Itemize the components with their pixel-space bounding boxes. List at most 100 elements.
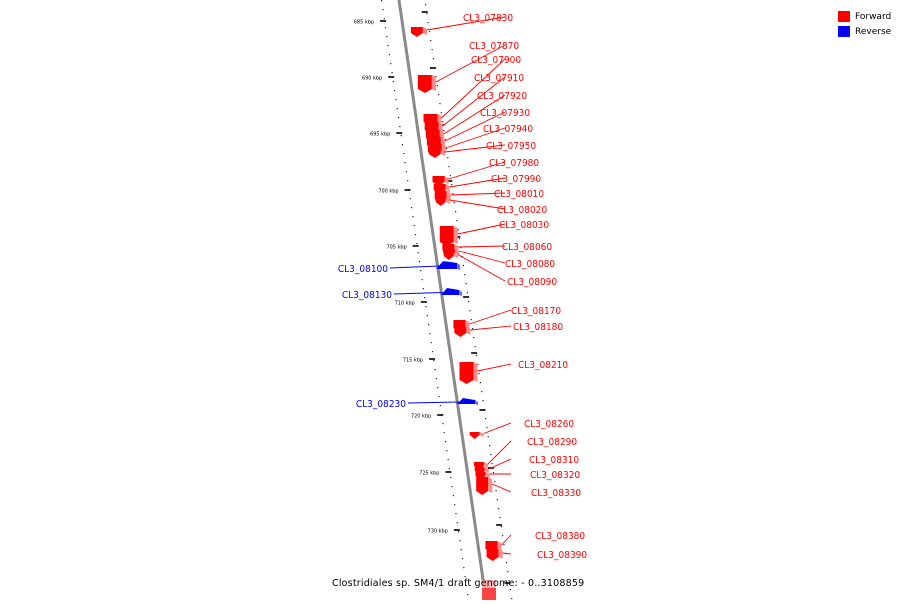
label-leader	[393, 292, 444, 295]
forward-gene[interactable]	[439, 226, 458, 246]
gene-label[interactable]: CL3_08230	[356, 399, 406, 410]
gene-label[interactable]: CL3_08210	[518, 360, 568, 371]
gene-label[interactable]: CL3_07900	[471, 55, 521, 66]
gene-arrow[interactable]	[443, 253, 454, 260]
guide-dot-right	[485, 418, 487, 420]
forward-gene[interactable]	[410, 27, 427, 37]
gene-label[interactable]: CL3_08260	[524, 419, 574, 430]
gene-arrow[interactable]	[454, 327, 467, 337]
reverse-gene[interactable]	[436, 261, 461, 270]
scale-tick-label: 695 kbp	[370, 132, 390, 138]
reverse-gene[interactable]	[457, 398, 478, 405]
forward-gene[interactable]	[428, 150, 445, 158]
guide-dot-right	[453, 202, 455, 204]
label-leader	[458, 245, 506, 248]
guide-dot-right	[449, 175, 451, 177]
guide-dot-right	[471, 328, 474, 330]
guide-dot-right	[458, 238, 461, 240]
gene-label[interactable]: CL3_08320	[530, 470, 580, 481]
guide-dot-right	[441, 121, 444, 123]
gene-arrow[interactable]	[435, 198, 446, 206]
gene-label[interactable]: CL3_08170	[511, 306, 561, 317]
gene-arrow[interactable]	[428, 150, 441, 158]
gene-arrow[interactable]	[439, 226, 454, 246]
reverse-swatch	[838, 26, 850, 37]
guide-dot-right	[445, 148, 448, 150]
scale-tick-label: 710 kbp	[395, 301, 415, 307]
gene-arrow[interactable]	[441, 288, 460, 295]
gene-label[interactable]: CL3_08290	[527, 437, 577, 448]
guide-dot-right	[460, 247, 462, 249]
guide-dot-right	[438, 94, 440, 96]
guide-dot-right	[443, 130, 445, 132]
gene-arrow[interactable]	[436, 261, 458, 269]
forward-gene[interactable]	[459, 362, 478, 384]
forward-gene[interactable]	[476, 477, 493, 495]
forward-gene[interactable]	[432, 176, 449, 186]
gene-label[interactable]: CL3_08310	[529, 455, 579, 466]
gene-label[interactable]: CL3_07950	[486, 141, 536, 152]
gene-shade	[455, 249, 460, 255]
scale-tick-label: 725 kbp	[419, 471, 439, 477]
gene-label[interactable]: CL3_07940	[483, 124, 533, 135]
guide-dot-right	[452, 193, 454, 195]
guide-dot-left	[444, 441, 447, 443]
gene-label[interactable]: CL3_08180	[513, 322, 563, 333]
tick-marks: 685 kbp 690 kbp 695 kbp 700 kbp 705 kbp 710 k…	[354, 11, 511, 584]
forward-gene[interactable]	[486, 549, 503, 561]
forward-gene[interactable]	[443, 253, 458, 260]
gene-arrow[interactable]	[469, 432, 480, 439]
guide-dot-right	[456, 220, 458, 222]
guide-dot-right	[486, 427, 488, 429]
forward-gene[interactable]	[435, 198, 450, 206]
gene-label[interactable]: CL3_08390	[537, 550, 587, 561]
guide-dot-left	[443, 432, 445, 434]
gene-label[interactable]: CL3_07930	[480, 108, 530, 119]
gene-label[interactable]: CL3_07920	[477, 91, 527, 102]
guide-dot-left	[442, 423, 444, 425]
forward-swatch	[838, 11, 850, 22]
gene-label[interactable]: CL3_07870	[469, 41, 519, 52]
gene-arrow[interactable]	[486, 549, 499, 561]
guide-dot-right	[427, 22, 429, 24]
gene-label[interactable]: CL3_07830	[463, 13, 513, 24]
forward-gene[interactable]	[454, 327, 471, 337]
gene-label[interactable]: CL3_08010	[494, 189, 544, 200]
guide-dot-left	[405, 171, 407, 173]
gene-arrow[interactable]	[432, 176, 445, 186]
gene-arrow[interactable]	[459, 362, 474, 384]
guide-dot-right	[469, 310, 471, 312]
forward-gene[interactable]	[417, 75, 436, 93]
gene-shade	[498, 549, 503, 559]
guide-dot-right	[511, 598, 513, 600]
gene-label[interactable]: CL3_08030	[499, 220, 549, 231]
gene-label[interactable]: CL3_08330	[531, 488, 581, 499]
gene-label[interactable]: CL3_08080	[505, 259, 555, 270]
gene-label[interactable]: CL3_08100	[338, 264, 388, 275]
gene-arrow[interactable]	[476, 477, 489, 495]
gene-label[interactable]: CL3_07980	[489, 158, 539, 169]
gene-label[interactable]: CL3_08020	[497, 205, 547, 216]
gene-shade	[459, 290, 463, 296]
guide-dot-right	[508, 580, 510, 582]
gene-label[interactable]: CL3_08130	[342, 290, 392, 301]
gene-label[interactable]: CL3_07910	[474, 73, 524, 84]
label-leader	[458, 250, 506, 264]
gene-label[interactable]: CL3_08060	[502, 242, 552, 253]
gene-arrow[interactable]	[417, 75, 432, 93]
guide-dot-right	[432, 58, 435, 60]
guide-dot-right	[455, 211, 457, 213]
partial-gene-shade	[482, 588, 496, 600]
gene-arrow[interactable]	[410, 27, 423, 37]
gene-label[interactable]: CL3_08380	[535, 531, 585, 542]
gene-label[interactable]: CL3_08090	[507, 277, 557, 288]
reverse-gene[interactable]	[441, 288, 463, 296]
guide-dot-right	[505, 562, 508, 564]
guide-dot-left	[421, 279, 423, 281]
label-leader	[442, 76, 506, 127]
forward-gene[interactable]	[469, 432, 484, 439]
gene-label[interactable]: CL3_07990	[491, 174, 541, 185]
gene-arrow[interactable]	[457, 398, 475, 404]
